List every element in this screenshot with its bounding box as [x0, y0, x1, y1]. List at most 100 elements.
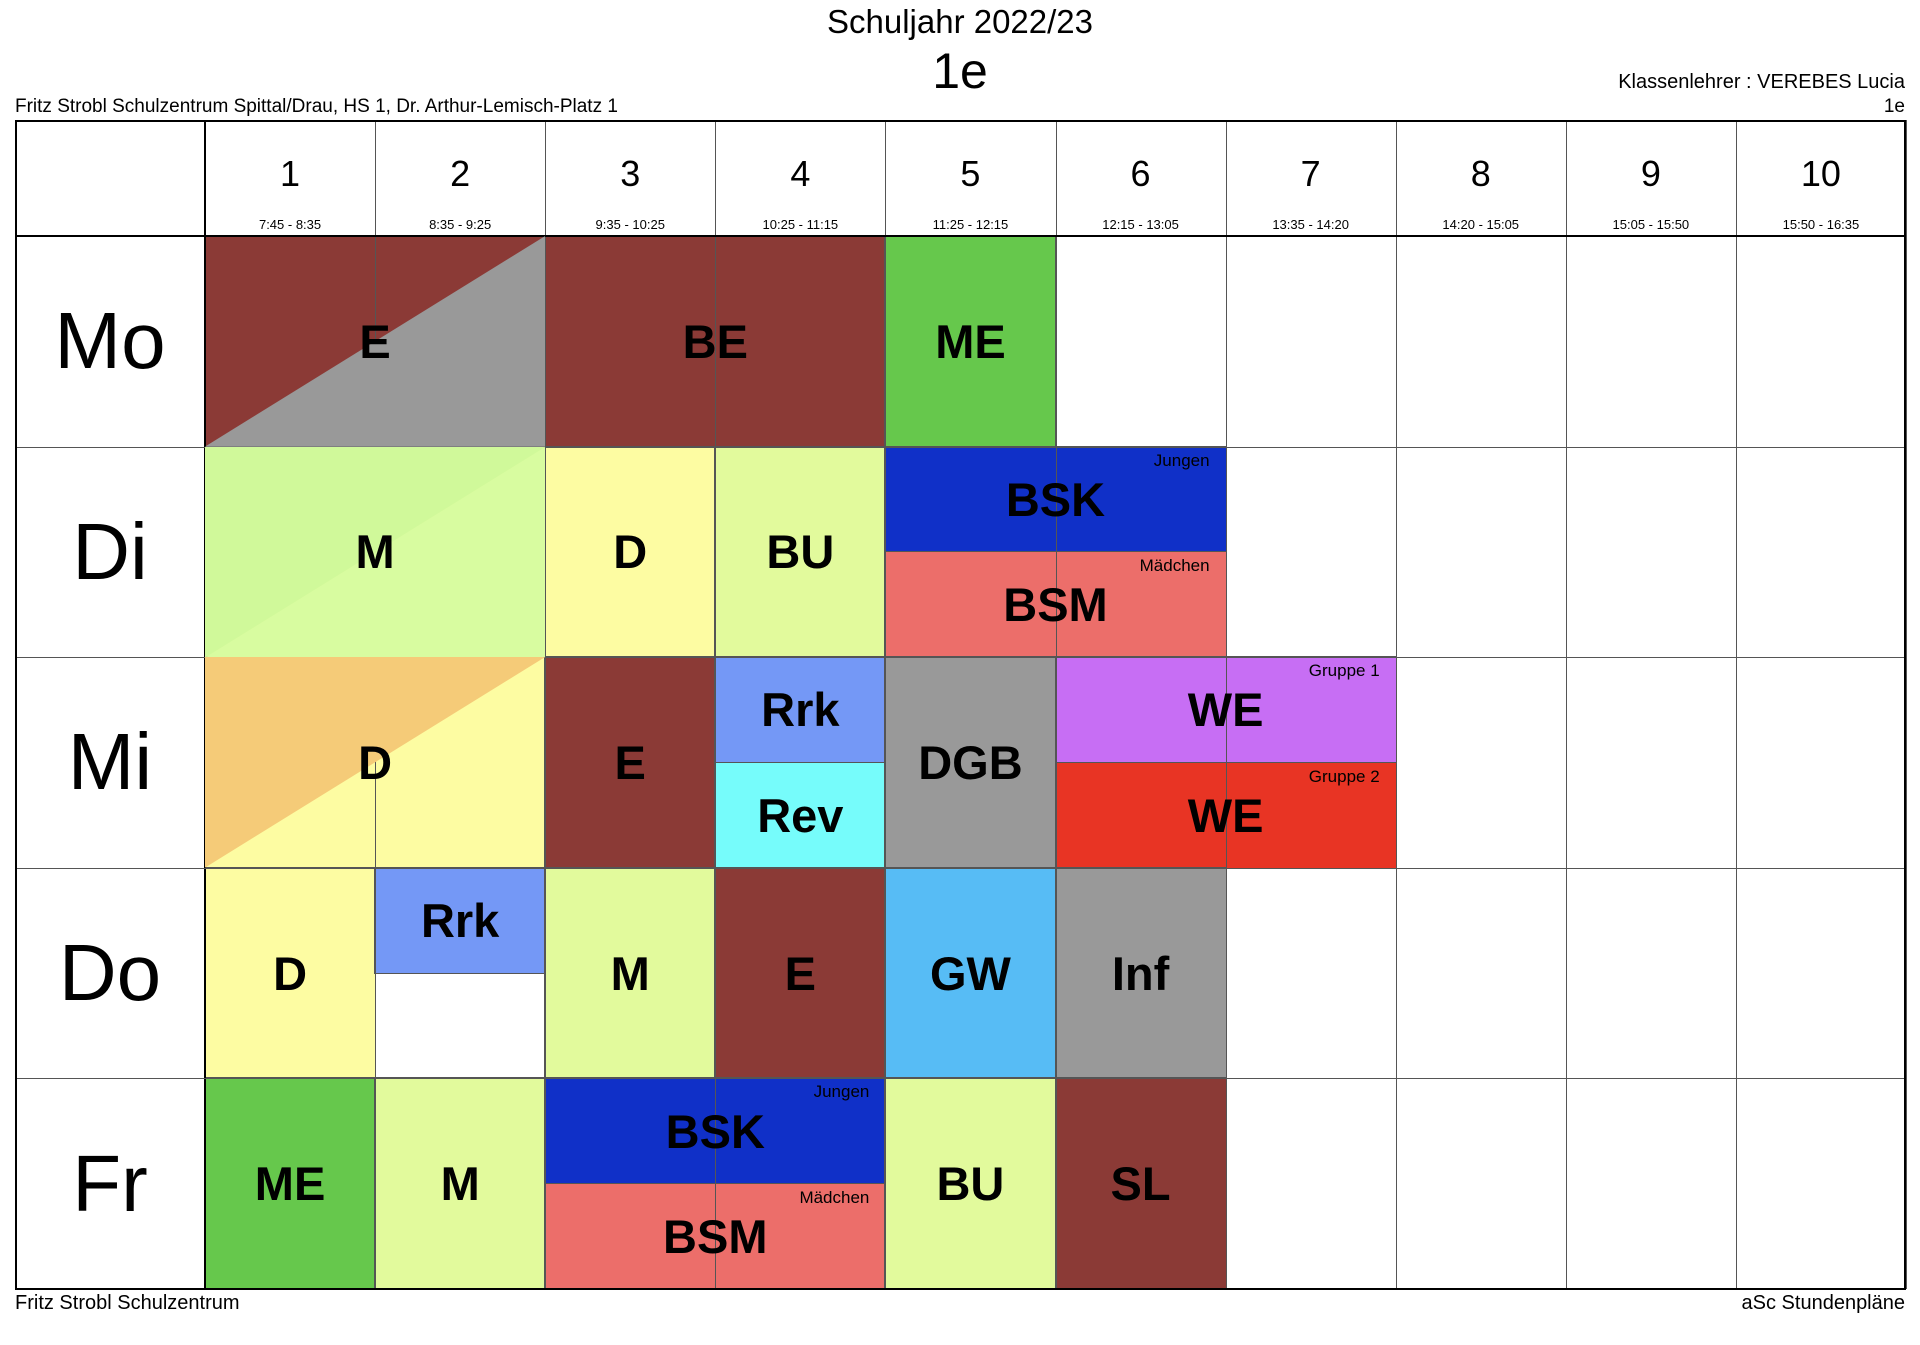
subject-label: BU	[766, 525, 835, 579]
period-header: 6 12:15 - 13:05	[1056, 120, 1226, 236]
diagonal-split	[205, 236, 546, 447]
subject-label: WE	[1187, 683, 1264, 737]
border-top	[15, 120, 1906, 122]
period-header: 5 11:25 - 12:15	[885, 120, 1055, 236]
day-label: Mi	[67, 717, 153, 807]
subject-label: GW	[929, 946, 1011, 1000]
lesson-cell: M	[544, 866, 717, 1080]
lesson-cell: Rrk	[714, 656, 887, 764]
subject-label: DGB	[918, 735, 1023, 789]
footer-school: Fritz Strobl Schulzentrum	[15, 1292, 240, 1314]
subject-label: Inf	[1111, 946, 1170, 1000]
period-time: 14:20 - 15:05	[1442, 217, 1520, 232]
period-number: 6	[1130, 153, 1151, 194]
lesson-cell: M	[203, 445, 547, 659]
period-header: 7 13:35 - 14:20	[1226, 120, 1396, 236]
period-time: 8:35 - 9:25	[429, 217, 492, 232]
day-label: Fr	[72, 1138, 148, 1228]
lesson-cell: M	[374, 1077, 547, 1290]
subject-label: Rev	[757, 788, 844, 842]
subject-label: M	[355, 525, 395, 579]
grid-hline	[15, 657, 1906, 659]
lesson-cell: Rev	[714, 761, 887, 869]
subject-label: BSK	[1005, 472, 1106, 526]
group-label: Gruppe 1	[1308, 661, 1380, 681]
subject-label: M	[610, 946, 650, 1000]
grid-vline	[545, 120, 547, 1289]
day-label: Mo	[54, 296, 166, 386]
grid-vline	[1225, 120, 1227, 1289]
subject-label: Rrk	[420, 893, 500, 947]
class-name-small: 1e	[1883, 96, 1905, 117]
period-time: 13:35 - 14:20	[1272, 217, 1349, 232]
grid-vline	[1906, 120, 1907, 1289]
lesson-cell: GW	[884, 866, 1057, 1080]
grid-vline	[1395, 120, 1397, 1289]
subject-label: D	[273, 946, 308, 1000]
subject-label: BSM	[663, 1209, 768, 1263]
border-left	[15, 120, 17, 1289]
period-header: 3 9:35 - 10:25	[545, 120, 715, 236]
group-label: Gruppe 2	[1308, 766, 1380, 786]
subject-label: BSK	[665, 1104, 765, 1158]
period-header: 9 15:05 - 15:50	[1566, 120, 1736, 236]
period-number: 10	[1800, 153, 1841, 194]
lesson-cell: D	[203, 866, 377, 1080]
period-time: 15:05 - 15:50	[1612, 217, 1690, 232]
subject-label: E	[359, 314, 391, 368]
subject-label: ME	[935, 314, 1006, 368]
lesson-cell: Inf	[1054, 866, 1227, 1080]
diagonal-split	[205, 657, 546, 868]
subject-label: WE	[1187, 788, 1264, 842]
grid-vline	[1055, 120, 1057, 1289]
day-label: Di	[72, 506, 148, 596]
group-label: Jungen	[813, 1082, 870, 1102]
lesson-cell: BSK Jungen	[884, 445, 1227, 553]
period-time: 11:25 - 12:15	[932, 217, 1009, 232]
subject-label: D	[613, 525, 648, 579]
grid-vline	[204, 120, 206, 1289]
school-address: Fritz Strobl Schulzentrum Spittal/Drau, …	[15, 96, 618, 117]
subject-label: BE	[682, 314, 748, 368]
period-time: 15:50 - 16:35	[1782, 217, 1860, 232]
grid-hline	[15, 446, 1906, 448]
lesson-cell: BSM Mädchen	[544, 1182, 887, 1290]
border-bottom	[15, 1288, 1906, 1290]
subject-label: BU	[936, 1157, 1005, 1211]
border-right	[1904, 120, 1906, 1289]
period-header: 2 8:35 - 9:25	[375, 120, 545, 236]
subject-label: M	[440, 1157, 480, 1211]
period-header: 8 14:20 - 15:05	[1396, 120, 1566, 236]
grid-vline	[1735, 120, 1737, 1289]
period-header: 10 15:50 - 16:35	[1736, 120, 1906, 236]
period-header: 1 7:45 - 8:35	[205, 120, 375, 236]
diagonal-split	[205, 446, 546, 658]
header-separator	[15, 235, 1906, 237]
lesson-cell: BSM Mädchen	[884, 550, 1227, 659]
lesson-cell: BSK Jungen	[544, 1077, 887, 1185]
subject-label: E	[784, 946, 817, 1000]
grid-hline	[15, 1078, 1906, 1080]
group-label: Mädchen	[799, 1187, 870, 1207]
lesson-cell: D	[203, 656, 547, 869]
lesson-cell: E	[544, 656, 717, 869]
class-name: 1e	[932, 43, 988, 99]
period-number: 8	[1470, 153, 1491, 194]
lesson-cell: E	[203, 235, 547, 448]
lesson-cell: ME	[884, 235, 1057, 448]
subject-label: BSM	[1003, 578, 1108, 632]
grid-vline	[1565, 120, 1567, 1289]
period-time: 10:25 - 11:15	[762, 217, 839, 232]
lesson-cell: ME	[203, 1077, 377, 1290]
lesson-cell: Rrk	[374, 866, 547, 975]
period-number: 4	[790, 153, 811, 194]
subject-label: ME	[254, 1157, 326, 1211]
period-number: 7	[1300, 153, 1321, 194]
period-number: 1	[280, 153, 301, 194]
subject-label: Rrk	[761, 683, 840, 737]
period-number: 2	[450, 153, 471, 194]
page-title: Schuljahr 2022/23	[826, 3, 1094, 40]
group-label: Jungen	[1153, 450, 1210, 470]
grid-vline	[715, 120, 717, 1289]
subject-label: SL	[1110, 1157, 1171, 1211]
